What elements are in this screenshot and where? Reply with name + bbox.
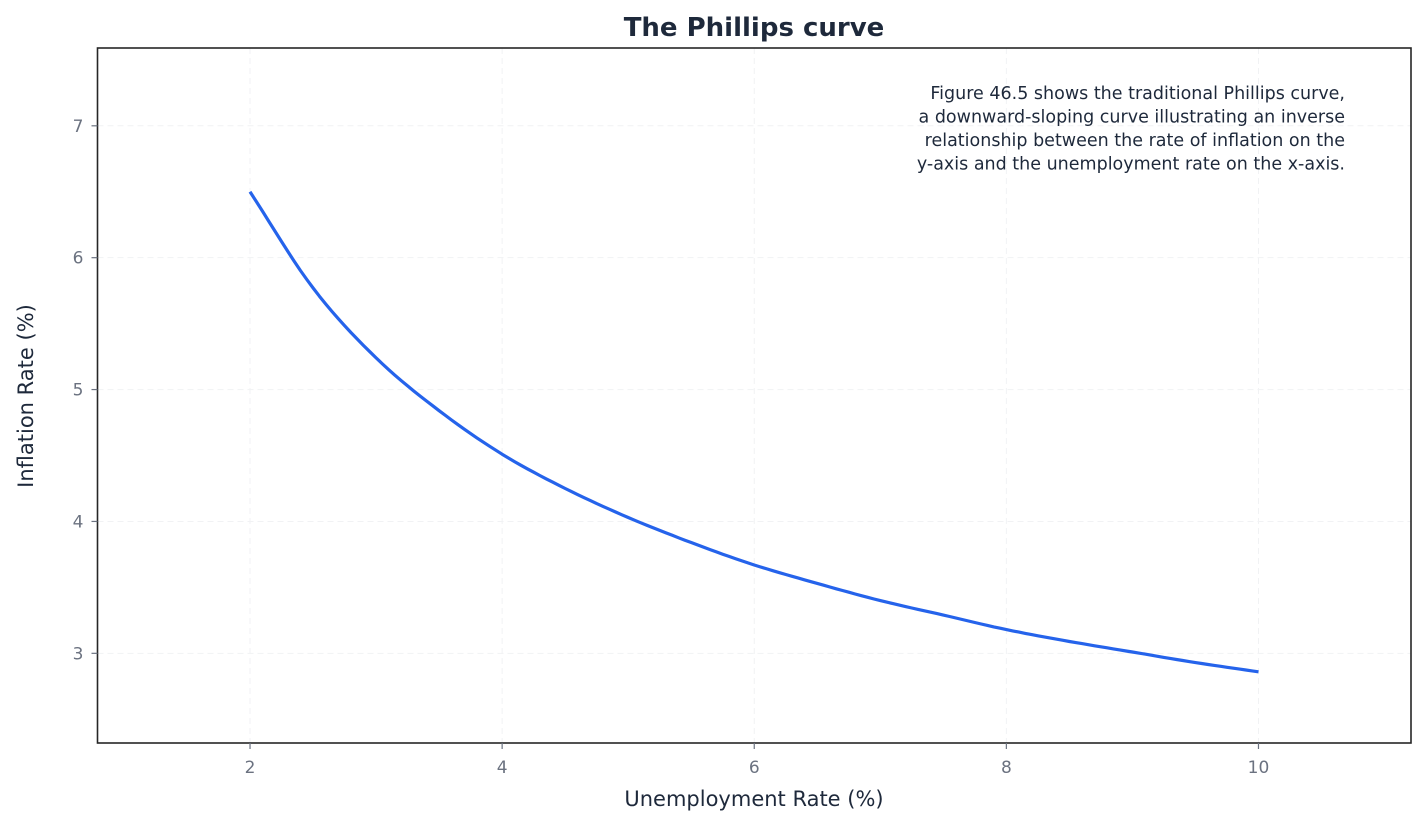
chart-title: The Phillips curve xyxy=(624,13,885,43)
x-tick-label: 8 xyxy=(1001,758,1012,778)
x-tick-label: 2 xyxy=(245,758,256,778)
x-axis-label: Unemployment Rate (%) xyxy=(624,787,883,811)
gridlines xyxy=(97,48,1411,743)
y-axis-ticks: 3 4 5 6 7 xyxy=(73,117,98,664)
y-tick-label: 5 xyxy=(73,381,84,401)
x-axis-ticks: 2 4 6 8 10 xyxy=(245,743,1270,778)
annotation-line: a downward-sloping curve illustrating an… xyxy=(919,108,1345,128)
x-tick-label: 6 xyxy=(749,758,760,778)
x-tick-label: 10 xyxy=(1248,758,1270,778)
annotation-line: y-axis and the unemployment rate on the … xyxy=(917,155,1345,175)
y-tick-label: 7 xyxy=(73,117,84,137)
x-tick-label: 4 xyxy=(497,758,508,778)
y-tick-label: 6 xyxy=(73,249,84,269)
annotation-line: Figure 46.5 shows the traditional Philli… xyxy=(930,84,1345,104)
y-axis-label: Inflation Rate (%) xyxy=(14,304,38,488)
annotation-line: relationship between the rate of inflati… xyxy=(925,131,1345,151)
y-tick-label: 4 xyxy=(73,512,84,532)
y-tick-label: 3 xyxy=(73,644,84,664)
annotation-text: Figure 46.5 shows the traditional Philli… xyxy=(917,84,1345,175)
phillips-curve-line xyxy=(248,190,1259,674)
